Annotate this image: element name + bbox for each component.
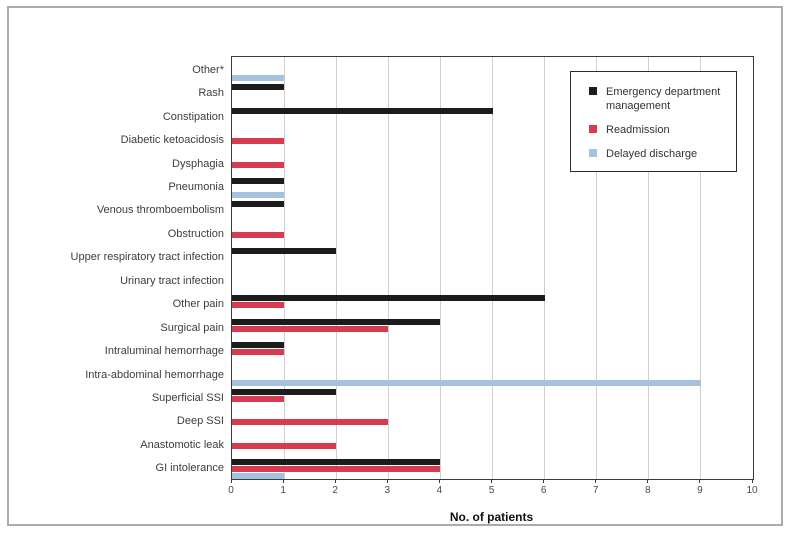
bar: [232, 302, 285, 309]
gridline: [492, 57, 493, 479]
legend-label: Readmission: [606, 124, 670, 136]
bar: [232, 318, 441, 325]
figure-border: Other* Rash Constipation Diabetic ketoacido…: [7, 6, 783, 526]
bar: [232, 349, 285, 356]
gridline: [387, 57, 389, 479]
legend-item-delayed-discharge: Delayed discharge: [589, 147, 728, 161]
tick-label: 7: [592, 485, 599, 496]
bar: [232, 295, 545, 302]
tick-mark: [438, 479, 440, 483]
legend-swatch-black-square-icon: [589, 87, 597, 95]
tick-label: 8: [645, 485, 651, 496]
category-label: Constipation: [162, 110, 224, 123]
category-label: Venous thromboembolism: [96, 204, 224, 217]
category-label: Diabetic ketoacidosis: [120, 134, 224, 147]
bar: [232, 325, 389, 332]
category-label: GI intolerance: [155, 462, 224, 475]
legend-item-emergency: Emergency department management: [589, 85, 728, 113]
gridline: [700, 57, 702, 479]
bar: [232, 177, 285, 184]
bar: [232, 191, 285, 198]
category-label: Pneumonia: [168, 180, 224, 193]
category-label: Dysphagia: [172, 157, 224, 170]
category-label: Anastomotic leak: [140, 438, 224, 451]
bar: [232, 201, 285, 208]
bar: [232, 459, 441, 466]
gridline: [596, 57, 598, 479]
gridline: [544, 57, 546, 479]
bar: [232, 248, 337, 255]
tick-mark: [543, 479, 545, 483]
category-label: Upper respiratory tract infection: [70, 251, 224, 264]
bar: [232, 161, 285, 168]
legend-label: Delayed discharge: [606, 148, 698, 160]
legend-swatch-blue-square-icon: [589, 149, 597, 157]
category-label: Rash: [198, 87, 224, 100]
gridline: [439, 57, 441, 479]
tick-label: 2: [332, 485, 338, 496]
tick-mark: [282, 479, 284, 483]
tick-mark: [334, 479, 336, 483]
category-label: Urinary tract infection: [120, 274, 224, 287]
tick-label: 5: [488, 485, 495, 496]
gridline: [335, 57, 337, 479]
tick-label: 4: [436, 485, 443, 496]
category-label: Other pain: [172, 298, 224, 311]
legend-label: Emergency department management: [606, 86, 721, 112]
bar: [232, 395, 285, 402]
bar: [232, 84, 285, 91]
category-label: Intra-abdominal hemorrhage: [85, 368, 224, 381]
category-label: Intraluminal hemorrhage: [104, 345, 224, 358]
tick-mark: [699, 479, 701, 483]
tick-mark: [386, 479, 388, 483]
bar: [232, 342, 285, 349]
bar: [232, 107, 493, 114]
tick-label: 3: [384, 485, 391, 496]
gridline: [283, 57, 285, 479]
tick-label: 9: [697, 485, 703, 496]
category-label: Superficial SSI: [151, 391, 224, 404]
tick-label: 0: [228, 485, 234, 496]
bar: [232, 74, 285, 81]
tick-mark: [751, 479, 753, 483]
legend-swatch-red-square-icon: [589, 125, 597, 133]
category-label: Obstruction: [167, 227, 224, 240]
bar: [232, 388, 337, 395]
category-label: Deep SSI: [176, 415, 224, 428]
gridline: [648, 57, 650, 479]
legend: Emergency department management Readmiss…: [570, 71, 737, 172]
tick-mark: [595, 479, 597, 483]
category-label: Other*: [192, 63, 224, 76]
bar: [232, 231, 285, 238]
bar: [232, 442, 337, 449]
bar: [232, 466, 441, 473]
tick-label: 1: [280, 485, 286, 496]
bar: [232, 419, 389, 426]
bar: [232, 138, 285, 145]
tick-label: 10: [746, 485, 758, 496]
tick-label: 6: [540, 485, 547, 496]
bar: [232, 379, 701, 386]
tick-mark: [491, 479, 492, 483]
category-label: Surgical pain: [160, 321, 224, 334]
legend-item-readmission: Readmission: [589, 123, 728, 137]
x-axis-title: No. of patients: [449, 510, 534, 524]
tick-mark: [230, 479, 232, 483]
tick-mark: [647, 479, 649, 483]
bar: [232, 473, 285, 480]
